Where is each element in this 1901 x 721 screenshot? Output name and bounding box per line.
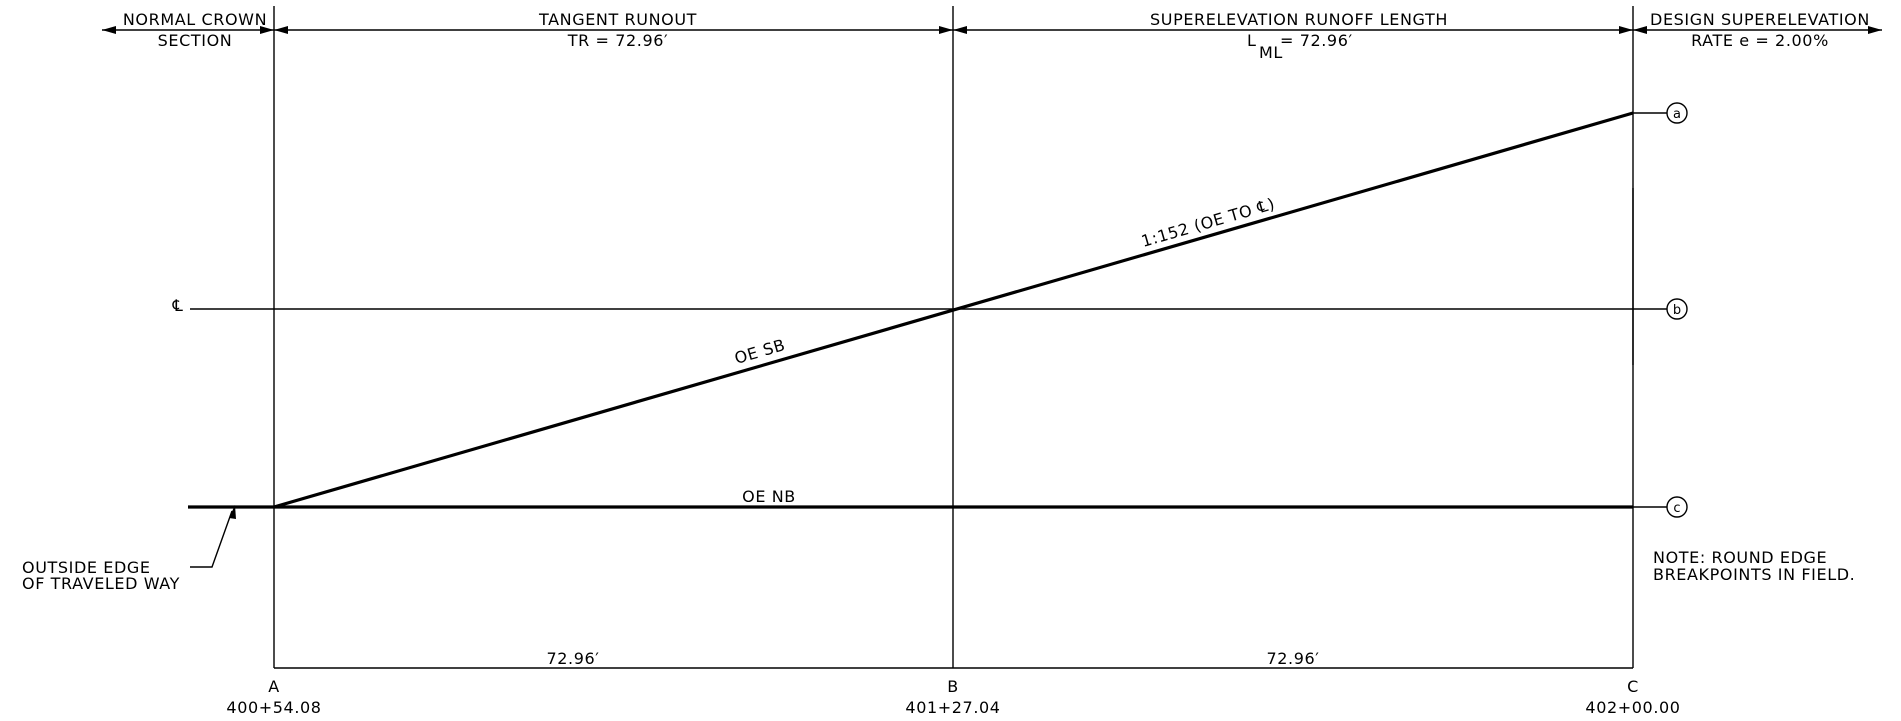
marker-b-label: b xyxy=(1673,303,1681,318)
marker-b: b xyxy=(1666,298,1688,320)
station-b-letter: B xyxy=(947,677,959,696)
marker-c-label: c xyxy=(1673,501,1680,516)
header-runoff-length: SUPERELEVATION RUNOFF LENGTH xyxy=(1150,10,1448,29)
outside-edge-callout: OUTSIDE EDGE OF TRAVELED WAY xyxy=(22,505,236,593)
oe-sb-line xyxy=(273,111,1634,509)
oe-sb-label: OE SB xyxy=(732,335,787,368)
station-c-letter: C xyxy=(1627,677,1639,696)
marker-a: a xyxy=(1666,102,1688,124)
station-c-value: 402+00.00 xyxy=(1585,698,1680,717)
station-a-value: 400+54.08 xyxy=(226,698,321,717)
header-lml-value: = 72.96′ xyxy=(1280,31,1353,50)
note-line2: BREAKPOINTS IN FIELD. xyxy=(1653,565,1855,584)
dimension-ab: 72.96′ xyxy=(546,649,599,668)
marker-a-label: a xyxy=(1673,107,1681,122)
callout-line1: OUTSIDE EDGE xyxy=(22,558,151,577)
header-section: SECTION xyxy=(158,31,233,50)
header-dimension-line xyxy=(102,26,1882,34)
header-lml-sub: ML xyxy=(1259,43,1283,62)
header-lml-l: L xyxy=(1247,31,1257,50)
header-tr-value: TR = 72.96′ xyxy=(567,31,669,50)
dimension-bc: 72.96′ xyxy=(1266,649,1319,668)
callout-line2: OF TRAVELED WAY xyxy=(22,574,180,593)
oe-nb-label: OE NB xyxy=(742,487,796,506)
header-design-superelevation: DESIGN SUPERELEVATION xyxy=(1650,10,1870,29)
station-a-letter: A xyxy=(268,677,280,696)
note-line1: NOTE: ROUND EDGE xyxy=(1653,548,1827,567)
centerline-symbol: ℄ xyxy=(172,296,184,315)
header-tangent-runout: TANGENT RUNOUT xyxy=(538,10,697,29)
station-b-value: 401+27.04 xyxy=(905,698,1000,717)
header-normal-crown: NORMAL CROWN xyxy=(123,10,267,29)
marker-c: c xyxy=(1666,496,1688,518)
header-rate: RATE e = 2.00% xyxy=(1691,31,1829,50)
